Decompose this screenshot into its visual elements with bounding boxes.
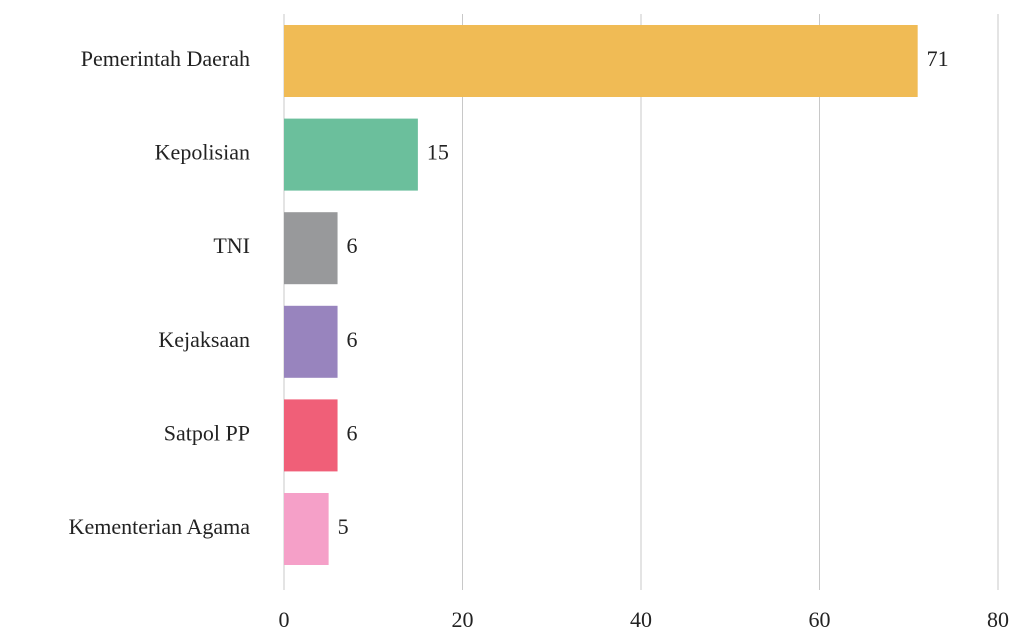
data-label: 5: [338, 514, 349, 539]
bar: [284, 212, 338, 285]
x-tick-label: 80: [987, 607, 1009, 632]
y-tick-label: Kementerian Agama: [69, 514, 251, 539]
y-tick-label: TNI: [213, 233, 250, 258]
bar: [284, 399, 338, 472]
data-label: 6: [347, 420, 358, 445]
y-tick-label: Kejaksaan: [158, 327, 250, 352]
x-tick-label: 0: [279, 607, 290, 632]
bar: [284, 25, 918, 97]
data-label: 6: [347, 327, 358, 352]
x-tick-label: 20: [452, 607, 474, 632]
data-label: 6: [347, 233, 358, 258]
bar: [284, 118, 418, 191]
bar: [284, 305, 338, 378]
data-label: 15: [427, 140, 449, 165]
x-tick-label: 40: [630, 607, 652, 632]
bar: [284, 493, 329, 565]
y-tick-label: Pemerintah Daerah: [81, 46, 250, 71]
data-label: 71: [927, 46, 949, 71]
y-tick-label: Satpol PP: [164, 420, 250, 445]
y-tick-label: Kepolisian: [155, 140, 250, 165]
x-tick-label: 60: [809, 607, 831, 632]
